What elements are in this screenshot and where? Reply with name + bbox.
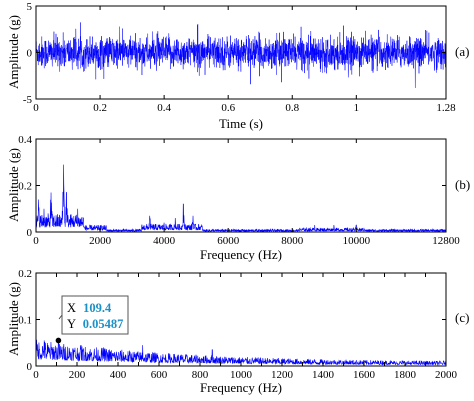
panel-a-xtick-label: 0.2: [93, 102, 107, 114]
datatip-y-label: Y: [67, 317, 76, 331]
panel-a-ticks: 0 0.2 0.4 0.6 0.8 1 1.28-505: [23, 1, 456, 114]
panel-c-spectrum-line: [35, 339, 447, 366]
panel-a-xtick-label: 1: [354, 102, 360, 114]
panel-c-xtick-label: 400: [110, 369, 127, 381]
datatip-box: [61, 295, 129, 335]
panel-a-xtick-label: 0.6: [221, 102, 235, 114]
panel-c: Amplitude (g) 0 200 400 600 800 1000 1200 1400 1…: [6, 268, 469, 395]
panel-a-xlabel: Time (s): [219, 116, 263, 131]
panel-c-xtick-label: 1600: [353, 369, 376, 381]
panel-a-ytick-label: 0: [27, 48, 33, 60]
panel-c-frame: [35, 272, 447, 367]
panel-b-frame: [35, 138, 447, 233]
datatip-x-value: 109.4: [83, 301, 112, 315]
panel-a-ytick-label: -5: [23, 94, 33, 106]
panel-c-xtick-label: 1000: [230, 369, 253, 381]
panel-c-ytick-label: 0.2: [18, 268, 32, 280]
datatip-marker[interactable]: [55, 337, 62, 344]
panel-c-ytick-label: 0: [27, 361, 33, 373]
panel-c-xtick-label: 1800: [394, 369, 417, 381]
panel-a-xtick-label: 0.4: [157, 102, 171, 114]
panel-a-frame: [35, 5, 447, 100]
panel-c-xlabel: Frequency (Hz): [200, 380, 282, 395]
panel-a-ylabel: Amplitude (g): [6, 15, 21, 89]
panel-c-xtick-label: 200: [69, 369, 86, 381]
panel-b-ylabel: Amplitude (g): [6, 148, 21, 222]
datatip[interactable]: X 109.4 Y 0.05487: [55, 295, 129, 344]
panel-a-signal-line: [35, 22, 447, 88]
datatip-x-row: X 109.4: [67, 301, 112, 315]
panel-b-ytick-label: 0.4: [18, 134, 32, 146]
panel-a-xtick-label: 0.8: [285, 102, 299, 114]
panel-b-xtick-label: 4000: [153, 235, 176, 247]
panel-c-ytick-label: 0.1: [18, 315, 32, 327]
datatip-y-value: 0.05487: [83, 317, 124, 331]
panel-c-ticks: 0 200 400 600 800 1000 1200 1400 1600 1800 2000 0 0.…: [18, 268, 457, 381]
panel-b-xtick-label: 2000: [89, 235, 112, 247]
panel-a-plot-area: [35, 22, 447, 88]
panel-b-xtick-label: 10000: [343, 235, 371, 247]
panel-c-xtick-label: 600: [151, 369, 168, 381]
panel-a: Amplitude (g) 0 0.2 0.4 0.6 0.8 1 1.28-505 Tim…: [6, 1, 469, 131]
panel-b-letter: (b): [455, 177, 470, 192]
panel-b-ticks: 0 2000 4000 6000 8000 10000 12800 0 0.2 0.4: [18, 134, 460, 247]
panel-c-plot-area: [35, 339, 447, 366]
panel-c-xtick-label: 2000: [435, 369, 458, 381]
panel-b-ytick-label: 0: [27, 227, 33, 239]
panel-c-xtick-label: 800: [192, 369, 209, 381]
panel-c-xtick-label: 1200: [271, 369, 294, 381]
datatip-x-label: X: [67, 301, 76, 315]
panel-b-spectrum-line: [35, 164, 447, 233]
panel-b-xlabel: Frequency (Hz): [200, 247, 282, 262]
panel-a-letter: (a): [455, 44, 469, 59]
panel-a-xtick-label: 0: [33, 102, 39, 114]
panel-b-ytick-label: 0.2: [18, 181, 32, 193]
datatip-y-row: Y 0.05487: [67, 317, 123, 331]
panel-b: Amplitude (g) 0 2000 4000 6000 8000 10000 1280…: [6, 134, 470, 262]
panel-c-xtick-label: 1400: [312, 369, 335, 381]
panel-b-xtick-label: 12800: [432, 235, 460, 247]
panel-a-ytick-label: 5: [27, 1, 33, 13]
panel-c-ylabel: Amplitude (g): [6, 282, 21, 356]
panel-b-xtick-label: 6000: [217, 235, 240, 247]
panel-c-letter: (c): [455, 310, 469, 325]
panel-a-xtick-label: 1.28: [436, 102, 456, 114]
panel-c-xtick-label: 0: [33, 369, 39, 381]
panel-b-xtick-label: 0: [33, 235, 39, 247]
panel-b-plot-area: [35, 164, 447, 233]
panel-b-xtick-label: 8000: [281, 235, 304, 247]
